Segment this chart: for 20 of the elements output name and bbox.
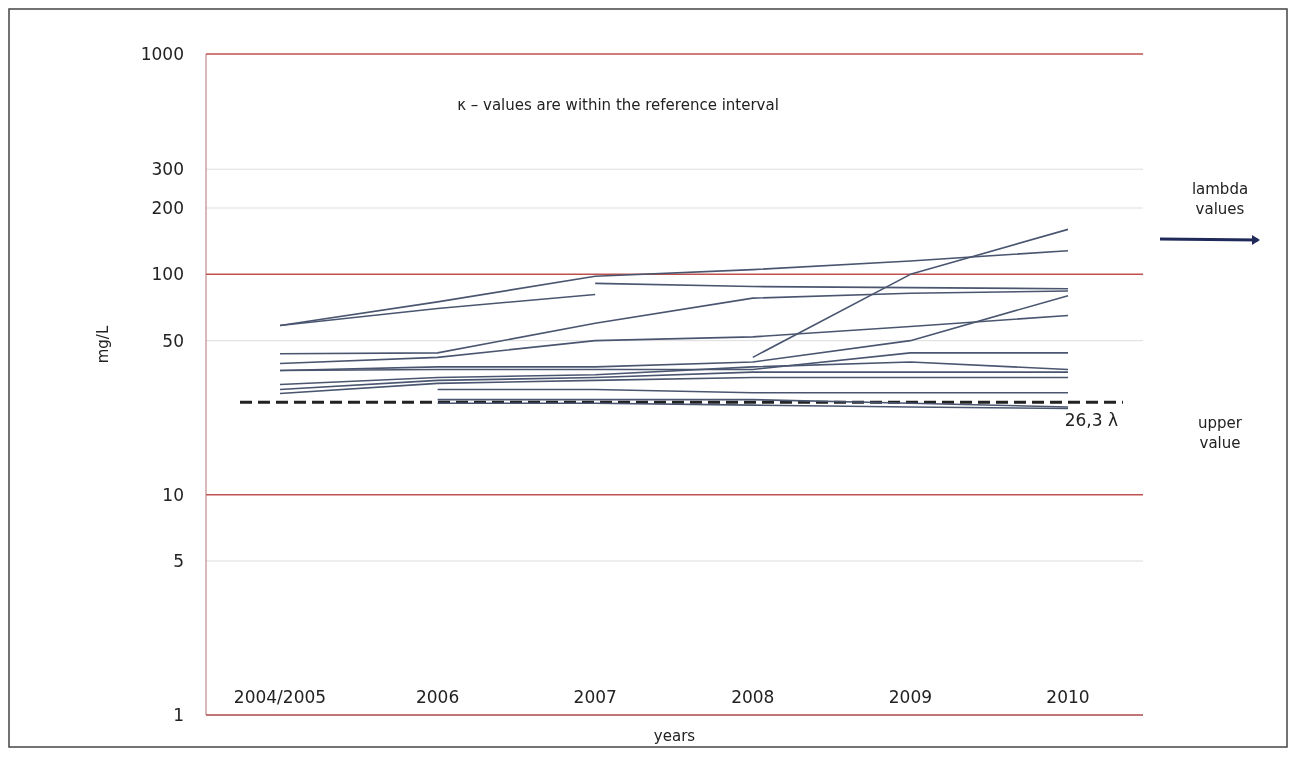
y-axis-title: mg/L	[94, 325, 112, 364]
x-tick-label: 2007	[573, 687, 617, 707]
ref-line-label: 26,3 λ	[1064, 410, 1118, 431]
y-tick-label: 1	[173, 704, 184, 725]
y-tick-label: 5	[173, 550, 184, 571]
x-tick-label: 2008	[731, 687, 775, 707]
x-tick-label: 2009	[888, 687, 933, 707]
text: lambda values	[1191, 180, 1249, 218]
x-axis-title: years	[653, 727, 696, 745]
y-tick-label: 1000	[140, 43, 184, 64]
annotation: κ – values are within the reference interval	[457, 96, 779, 114]
x-tick-label: 2010	[1046, 687, 1090, 707]
y-tick-label: 50	[162, 330, 184, 351]
text: upper value	[1198, 414, 1243, 452]
x-tick-label: 2004/2005	[233, 687, 327, 707]
y-tick-label: 100	[151, 264, 184, 285]
x-tick-label: 2006	[415, 687, 460, 707]
y-tick-label: 200	[151, 197, 184, 218]
y-tick-label: 300	[151, 159, 184, 180]
y-tick-label: 10	[162, 484, 184, 505]
